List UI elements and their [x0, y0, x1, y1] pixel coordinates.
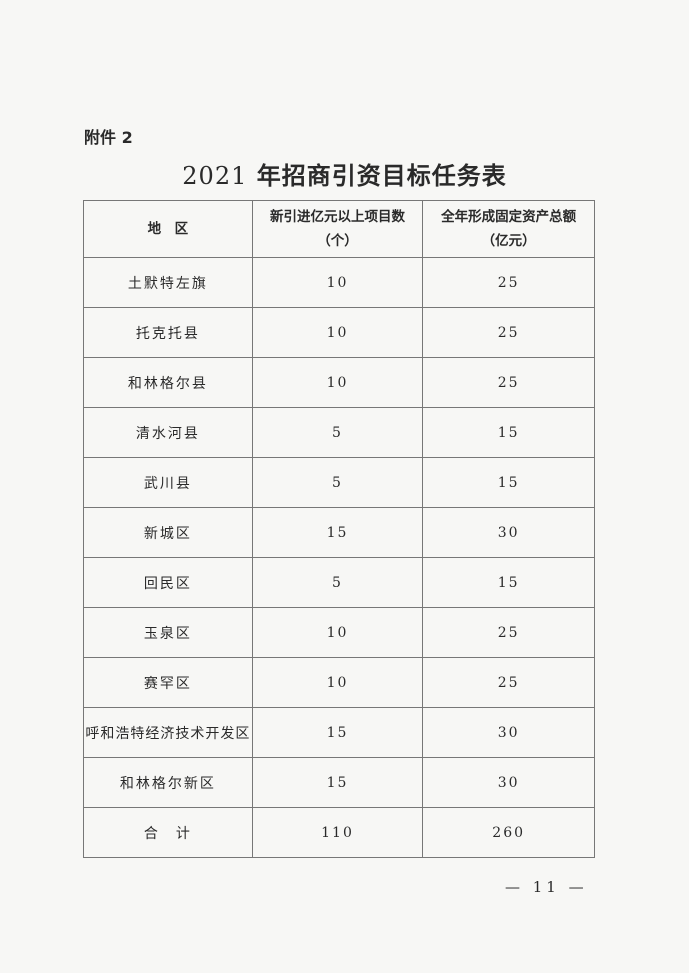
column-header-line: 全年形成固定资产总额 — [441, 209, 577, 225]
fixed-assets-cell: 25 — [422, 257, 595, 308]
column-header: 新引进亿元以上项目数 （个） — [251, 200, 424, 258]
fixed-assets-cell: 25 — [422, 657, 595, 708]
page-number: — 11 — — [505, 878, 588, 896]
fixed-assets-cell: 25 — [422, 357, 595, 408]
region-cell: 和林格尔新区 — [83, 757, 253, 808]
project-count-cell: 5 — [251, 457, 424, 508]
region-cell: 玉泉区 — [83, 607, 253, 658]
region-cell: 回民区 — [83, 557, 253, 608]
region-cell: 新城区 — [83, 507, 253, 558]
project-count-cell: 10 — [251, 357, 424, 408]
project-count-cell: 15 — [251, 507, 424, 558]
title-year: 2021 — [182, 162, 248, 190]
table-row: 呼和浩特经济技术开发区 15 30 — [83, 707, 595, 758]
column-header-unit: （亿元） — [481, 233, 536, 249]
fixed-assets-cell: 260 — [422, 807, 595, 858]
fixed-assets-cell: 30 — [422, 757, 595, 808]
table-row: 合 计 110 260 — [83, 807, 595, 858]
table-row: 武川县 5 15 — [83, 457, 595, 508]
column-header-line: 地 区 — [147, 221, 189, 237]
column-header-unit: （个） — [317, 233, 358, 249]
fixed-assets-cell: 15 — [422, 407, 595, 458]
fixed-assets-cell: 30 — [422, 507, 595, 558]
table-row: 托克托县 10 25 — [83, 307, 595, 358]
region-cell: 呼和浩特经济技术开发区 — [83, 707, 253, 758]
region-cell: 托克托县 — [83, 307, 253, 358]
region-cell: 合 计 — [83, 807, 253, 858]
table-header-row: 地 区 新引进亿元以上项目数 （个） 全年形成固定资产总额 （亿元） — [83, 200, 595, 258]
table-row: 新城区 15 30 — [83, 507, 595, 558]
attachment-label: 附件 2 — [84, 128, 133, 147]
target-table: 地 区新引进亿元以上项目数 （个） 全年形成固定资产总额 （亿元） 土默特左旗 10 25… — [83, 200, 595, 858]
region-cell: 武川县 — [83, 457, 253, 508]
region-cell: 土默特左旗 — [83, 257, 253, 308]
table-row: 土默特左旗 10 25 — [83, 257, 595, 308]
fixed-assets-cell: 25 — [422, 607, 595, 658]
project-count-cell: 15 — [251, 707, 424, 758]
table-row: 赛罕区 10 25 — [83, 657, 595, 708]
table-row: 回民区 5 15 — [83, 557, 595, 608]
column-header: 地 区 — [83, 200, 253, 258]
page-title: 2021 年招商引资目标任务表 — [0, 156, 689, 191]
project-count-cell: 10 — [251, 307, 424, 358]
table-row: 清水河县 5 15 — [83, 407, 595, 458]
column-header-line: 新引进亿元以上项目数 — [269, 209, 405, 225]
title-text: 年招商引资目标任务表 — [256, 161, 507, 190]
fixed-assets-cell: 25 — [422, 307, 595, 358]
project-count-cell: 10 — [251, 657, 424, 708]
table-row: 和林格尔新区 15 30 — [83, 757, 595, 808]
project-count-cell: 5 — [251, 407, 424, 458]
project-count-cell: 110 — [251, 807, 424, 858]
region-cell: 赛罕区 — [83, 657, 253, 708]
table-row: 玉泉区 10 25 — [83, 607, 595, 658]
project-count-cell: 15 — [251, 757, 424, 808]
project-count-cell: 10 — [251, 257, 424, 308]
region-cell: 和林格尔县 — [83, 357, 253, 408]
project-count-cell: 10 — [251, 607, 424, 658]
project-count-cell: 5 — [251, 557, 424, 608]
region-cell: 清水河县 — [83, 407, 253, 458]
fixed-assets-cell: 15 — [422, 557, 595, 608]
table-row: 和林格尔县 10 25 — [83, 357, 595, 408]
fixed-assets-cell: 15 — [422, 457, 595, 508]
fixed-assets-cell: 30 — [422, 707, 595, 758]
column-header: 全年形成固定资产总额 （亿元） — [422, 200, 595, 258]
